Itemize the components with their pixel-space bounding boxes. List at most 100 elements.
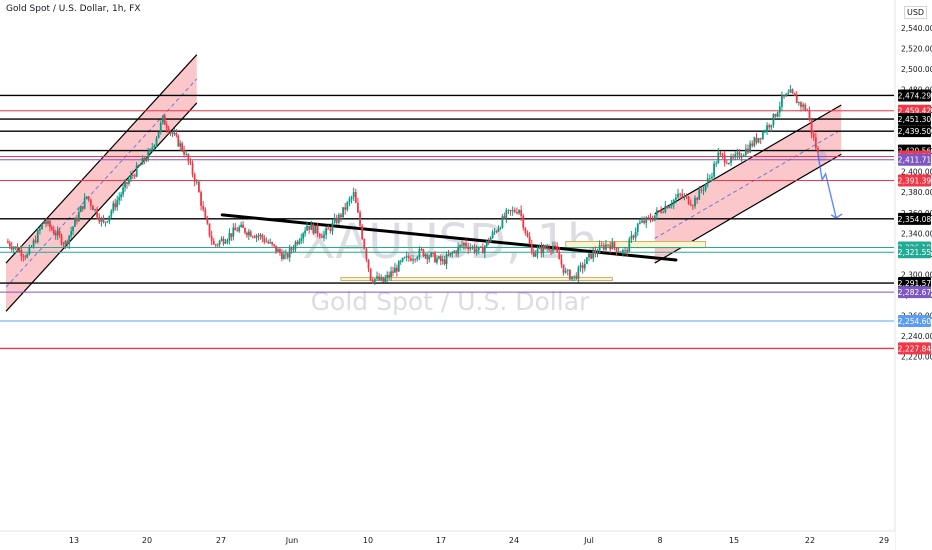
candle (337, 212, 340, 225)
candle (72, 226, 74, 236)
candle-body (337, 214, 340, 223)
candle (363, 238, 366, 250)
candle-body (634, 231, 637, 238)
channel-lower-line-0[interactable] (5, 102, 198, 312)
candle-body (600, 245, 603, 247)
candle (706, 173, 709, 188)
candle-body (226, 240, 229, 243)
candle (524, 227, 527, 236)
candle-body (681, 193, 684, 197)
candle (304, 226, 307, 237)
candle-body (131, 175, 134, 176)
candle (382, 276, 385, 283)
y-tick-label: 2,340.00 (901, 229, 932, 238)
candle (520, 205, 523, 221)
candle-body (655, 210, 658, 216)
candle (302, 232, 305, 244)
price-level-tag[interactable] (898, 153, 931, 166)
candle (206, 215, 209, 225)
y-tick-label: 2,300.00 (901, 270, 932, 279)
candle-body (664, 205, 667, 213)
price-level-tag[interactable] (898, 212, 931, 225)
candle (730, 153, 732, 167)
candle (50, 224, 53, 232)
candle (195, 179, 198, 185)
time-axis-background (0, 531, 895, 550)
candle-body (30, 246, 33, 248)
candle-body (630, 235, 633, 240)
candle-body (740, 156, 743, 158)
price-level-tag[interactable] (898, 286, 931, 299)
price-level-tag[interactable] (898, 246, 931, 259)
candle-body (376, 276, 378, 279)
price-level-tag[interactable] (898, 113, 931, 126)
candle-body (624, 249, 626, 251)
candle (605, 239, 607, 253)
candle (24, 254, 27, 261)
candle (8, 240, 11, 250)
candle-body (552, 245, 554, 251)
candle (598, 240, 601, 254)
projection-path[interactable] (817, 154, 837, 219)
candle (300, 233, 303, 245)
candle-body (785, 93, 788, 97)
candle-body (416, 257, 419, 260)
price-level-tag[interactable] (898, 89, 931, 102)
candle-body (588, 253, 590, 258)
candle-body (742, 155, 745, 157)
currency-label[interactable]: USD (904, 6, 928, 19)
price-level-label: 2,354.08 (898, 215, 932, 224)
candle (764, 129, 766, 134)
candle-body (717, 152, 720, 164)
candle-body (34, 240, 37, 243)
candle-body (622, 249, 624, 253)
x-tick-label: 22 (805, 536, 815, 545)
candle-body (397, 261, 400, 272)
candle (32, 238, 35, 249)
candle (79, 205, 82, 213)
x-tick-label: 8 (657, 536, 662, 545)
watermark-symbol: XAUUSD, 1h (303, 214, 598, 270)
candle (114, 198, 117, 211)
candle (143, 157, 146, 165)
support-zone-0[interactable] (340, 276, 613, 282)
candle-body (308, 226, 311, 230)
candle (261, 233, 264, 243)
channel-mid-line-1[interactable] (654, 129, 842, 239)
candle-body (352, 191, 355, 198)
candle-body (451, 252, 454, 254)
price-level-tag[interactable] (898, 174, 931, 187)
candle (766, 122, 768, 136)
candle-body (247, 231, 250, 236)
price-level-tag[interactable] (898, 277, 931, 290)
candle-body (149, 149, 152, 151)
candle-body (129, 175, 132, 180)
candle-body (395, 267, 398, 272)
candle-body (730, 156, 732, 164)
candle (151, 142, 154, 153)
channel-mid-line-0[interactable] (5, 78, 198, 288)
candle (10, 241, 13, 253)
candle (181, 141, 184, 153)
candle (14, 246, 17, 251)
candle-body (12, 247, 15, 250)
candle (530, 239, 533, 255)
candle-body (638, 222, 641, 224)
candle-body (566, 270, 569, 271)
candle (96, 206, 99, 220)
price-level-tag[interactable] (898, 342, 931, 355)
support-zone-1[interactable] (565, 241, 707, 249)
candle (698, 185, 701, 200)
price-level-tag[interactable] (898, 314, 931, 327)
watermark-name: Gold Spot / U.S. Dollar (311, 287, 590, 316)
price-level-tag[interactable] (898, 125, 931, 138)
candle (643, 216, 646, 225)
candle (812, 130, 815, 141)
candle-body (357, 202, 359, 213)
candle-body (499, 227, 502, 229)
candle (624, 247, 626, 255)
candle-body (60, 235, 63, 244)
candle-body (687, 196, 690, 205)
candle-body (292, 249, 295, 250)
